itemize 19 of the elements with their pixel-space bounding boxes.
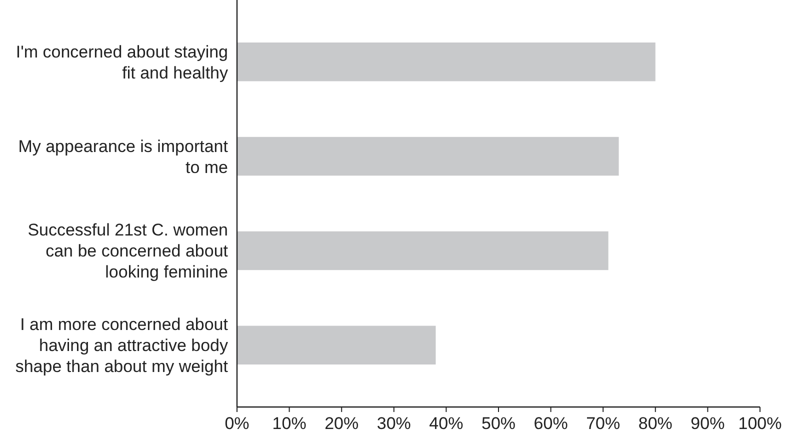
bar [237,231,608,270]
y-tick-label: My appearance is important to me [18,136,228,177]
x-tick-label: 60% [534,414,568,433]
x-tick-label: 30% [376,414,411,433]
x-tick-label: 100% [738,414,782,433]
x-tick-label: 0% [224,414,250,433]
y-tick-label: Successful 21st C. women can be concerned about looking feminine [28,220,228,282]
x-tick-label: 50% [481,414,516,433]
bar [237,326,436,365]
y-tick-label: I am more concerned about having an attractive body shape than about my weight [15,315,228,376]
x-tick-label: 40% [429,414,464,433]
x-tick-label: 70% [586,414,620,433]
x-tick-label: 90% [690,414,725,433]
x-tick-label: 10% [272,414,306,433]
bar [237,136,619,176]
bar [237,42,656,82]
x-tick-label: 20% [324,414,359,433]
y-tick-label: I'm concerned about staying fit and healthy [16,42,228,82]
x-tick-label: 80% [638,414,672,433]
